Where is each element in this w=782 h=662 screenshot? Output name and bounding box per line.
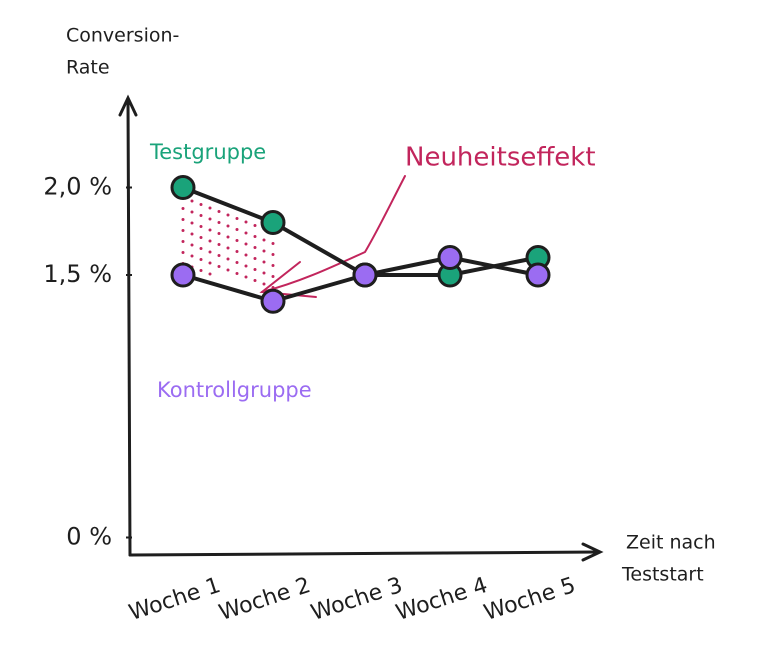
data-point [525, 262, 551, 288]
effect-dot [235, 228, 239, 231]
data-point [260, 288, 286, 314]
effect-dot [244, 275, 248, 279]
effect-dot [271, 275, 275, 278]
data-point [352, 262, 378, 288]
effect-dot [190, 254, 194, 258]
effect-dot [226, 224, 230, 228]
y-axis [126, 98, 132, 557]
effect-dot [253, 246, 257, 249]
effect-dot [253, 235, 257, 238]
effect-dot [262, 271, 266, 275]
x-axis [128, 550, 600, 557]
x-axis-label: Teststart [621, 564, 704, 586]
effect-dot [208, 228, 212, 232]
effect-dot [199, 225, 203, 228]
effect-dot [199, 258, 203, 261]
effect-dot [244, 264, 248, 268]
effect-dot [253, 279, 257, 282]
data-point [170, 262, 196, 288]
y-axis-label: Rate [66, 57, 110, 79]
series-label: Testgruppe [149, 140, 266, 164]
series-label: Kontrollgruppe [157, 378, 312, 402]
data-point [260, 210, 286, 235]
effect-dot [244, 253, 248, 257]
effect-dot [190, 210, 194, 214]
y-axis-arrow [118, 94, 138, 117]
data-point [170, 175, 196, 200]
effect-dot [208, 206, 212, 210]
y-tick-label: 1,5 % [43, 260, 112, 288]
effect-dot [199, 214, 203, 217]
effect-dot [208, 250, 212, 254]
effect-dot [235, 239, 239, 242]
x-tick-label: Woche 4 [393, 573, 491, 626]
effect-dot [190, 243, 194, 247]
effect-dot [181, 240, 185, 243]
arrow-line [261, 175, 406, 293]
x-axis-label: Zeit nach [626, 532, 716, 554]
effect-dot [235, 217, 239, 220]
x-tick-label: Woche 5 [481, 573, 579, 626]
effect-dot [226, 213, 230, 217]
effect-dot [208, 261, 212, 265]
effect-dot [199, 247, 203, 250]
annotation-arrow [259, 175, 406, 298]
effect-dot [226, 268, 230, 272]
effect-dot [271, 264, 275, 267]
effect-dot [199, 236, 203, 239]
effect-dot [181, 251, 185, 254]
effect-dot [181, 229, 185, 232]
x-tick-label: Woche 3 [308, 573, 406, 626]
y-tick-label: 0 % [66, 523, 112, 551]
effect-dot [271, 242, 275, 245]
data-point [437, 245, 463, 270]
effect-dot [226, 257, 230, 261]
effect-dot [271, 286, 275, 289]
effect-dot [244, 231, 248, 235]
effect-dot [262, 238, 266, 242]
effect-dot [235, 272, 239, 275]
effect-dot [208, 272, 212, 276]
effect-dot [271, 253, 275, 256]
effect-dot [181, 218, 185, 221]
axes [118, 94, 604, 562]
effect-dot [199, 203, 203, 206]
effect-dot [217, 232, 221, 235]
x-tick-label: Woche 1 [126, 573, 224, 626]
effect-dot [262, 260, 266, 264]
effect-dot [262, 249, 266, 253]
effect-dot [199, 269, 203, 272]
effect-dot [217, 265, 221, 268]
effect-dot [226, 246, 230, 250]
x-tick-label: Woche 2 [216, 573, 314, 626]
effect-dot [217, 243, 221, 246]
effect-dot [226, 235, 230, 239]
effect-dot [208, 239, 212, 243]
effect-dot [190, 199, 194, 203]
effect-dot [253, 224, 257, 227]
effect-dot [208, 217, 212, 221]
effect-dot [253, 268, 257, 271]
effect-dot [217, 221, 221, 224]
annotation: Neuheitseffekt [405, 143, 596, 173]
x-axis-arrow [581, 542, 604, 562]
y-axis-label: Conversion- [66, 25, 179, 47]
y-tick-label: 2,0 % [43, 173, 112, 201]
effect-dot [262, 282, 266, 286]
effect-dot [235, 261, 239, 264]
effect-dot [253, 257, 257, 260]
effect-dot [235, 250, 239, 253]
effect-dot [244, 220, 248, 224]
effect-dot [190, 221, 194, 225]
effect-dot [244, 242, 248, 246]
effect-dot [217, 254, 221, 257]
effect-dot [181, 207, 185, 210]
effect-dot [190, 232, 194, 236]
effect-dot [217, 210, 221, 213]
